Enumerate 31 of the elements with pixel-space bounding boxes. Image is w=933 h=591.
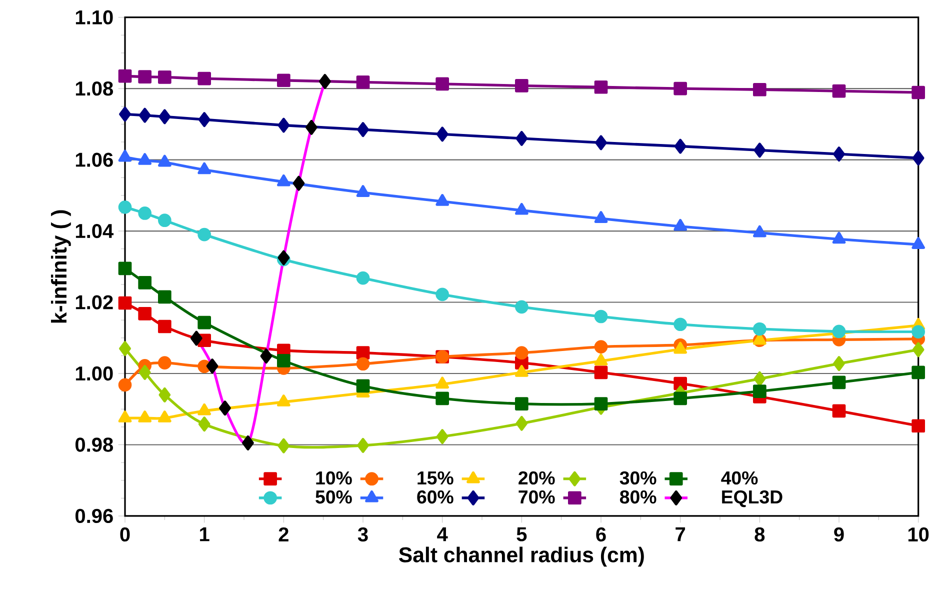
y-tick-label: 0.98 (75, 438, 113, 452)
legend-label: 50% (316, 490, 352, 504)
x-tick-label: 3 (358, 527, 368, 542)
x-tick-label: 1 (200, 527, 210, 542)
legend-label: 30% (620, 471, 656, 485)
y-tick-label: 1.06 (76, 152, 113, 167)
x-tick-label: 8 (754, 527, 765, 542)
y-axis-title: k-infinity ( ) (51, 210, 71, 323)
y-tick-label: 1.10 (76, 10, 113, 24)
y-tick-label: 1.08 (76, 81, 113, 96)
legend-label: 40% (721, 471, 758, 485)
x-tick-label: 9 (834, 527, 844, 542)
x-tick-label: 5 (516, 527, 527, 542)
y-tick-label: 1.02 (76, 295, 113, 310)
legend-label: 10% (316, 471, 352, 485)
y-tick-label: 1.04 (76, 224, 114, 238)
legend-label: 80% (620, 490, 656, 504)
y-tick-label: 0.96 (75, 508, 113, 524)
legend-label: 15% (418, 471, 454, 485)
legend-label: 70% (518, 490, 555, 504)
x-tick-label: 7 (676, 527, 686, 542)
x-tick-label: 10 (908, 527, 929, 542)
legend-label: EQL3D (722, 490, 782, 508)
legend-label: 60% (417, 490, 454, 504)
x-tick-label: 0 (120, 527, 130, 542)
y-tick-label: 1.00 (76, 366, 113, 381)
x-tick-label: 6 (596, 527, 606, 542)
x-tick-label: 2 (278, 527, 288, 542)
x-tick-label: 4 (437, 527, 448, 542)
legend-label: 20% (518, 471, 555, 485)
x-axis-title: Salt channel radius (cm) (398, 546, 644, 567)
